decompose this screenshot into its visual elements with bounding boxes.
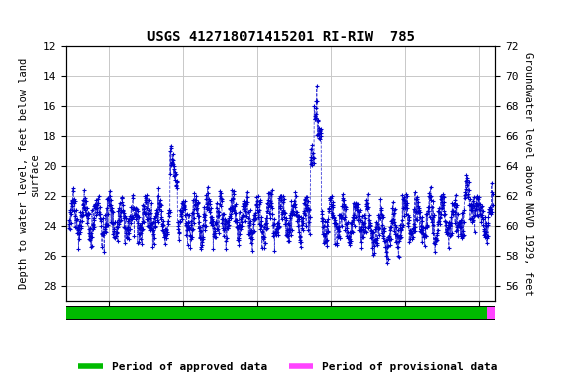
Y-axis label: Depth to water level, feet below land
surface: Depth to water level, feet below land su… [18,58,40,290]
Legend: Period of approved data, Period of provisional data: Period of approved data, Period of provi… [74,357,502,377]
Bar [487,306,495,319]
Y-axis label: Groundwater level above NGVD 1929, feet: Groundwater level above NGVD 1929, feet [523,52,533,296]
Title: USGS 412718071415201 RI-RIW  785: USGS 412718071415201 RI-RIW 785 [147,30,415,43]
